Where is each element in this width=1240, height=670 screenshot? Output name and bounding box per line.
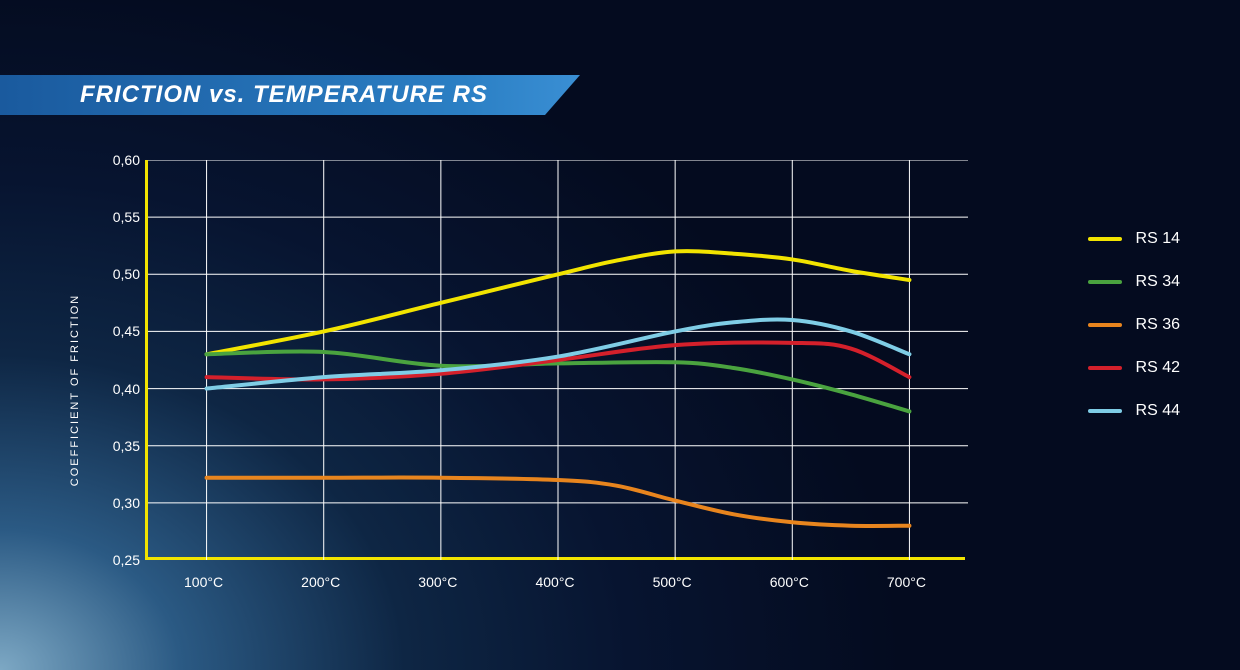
y-tick-label: 0,45 bbox=[100, 323, 140, 339]
plot-area bbox=[145, 160, 965, 560]
chart-title: FRICTION vs. TEMPERATURE RS bbox=[0, 81, 488, 109]
x-tick-label: 600°C bbox=[770, 574, 809, 660]
y-tick-label: 0,40 bbox=[100, 381, 140, 397]
legend-swatch bbox=[1088, 323, 1122, 327]
x-tick-label: 200°C bbox=[301, 574, 340, 660]
friction-chart: COEFFICIENT OF FRICTION 0,250,300,350,40… bbox=[80, 150, 1180, 630]
title-bar: FRICTION vs. TEMPERATURE RS bbox=[0, 75, 488, 115]
legend-label: RS 44 bbox=[1136, 402, 1180, 420]
x-tick-label: 700°C bbox=[887, 574, 926, 660]
x-tick-label: 400°C bbox=[535, 574, 574, 660]
y-tick-label: 0,35 bbox=[100, 438, 140, 454]
y-tick-label: 0,25 bbox=[100, 552, 140, 568]
x-tick-label: 100°C bbox=[184, 574, 223, 660]
y-tick-label: 0,55 bbox=[100, 209, 140, 225]
legend-item-rs-34: RS 34 bbox=[1088, 273, 1180, 291]
y-tick-label: 0,30 bbox=[100, 495, 140, 511]
legend-item-rs-14: RS 14 bbox=[1088, 230, 1180, 248]
legend-swatch bbox=[1088, 366, 1122, 370]
legend-swatch bbox=[1088, 237, 1122, 241]
legend-item-rs-44: RS 44 bbox=[1088, 402, 1180, 420]
y-axis-label: COEFFICIENT OF FRICTION bbox=[69, 294, 81, 486]
legend-swatch bbox=[1088, 409, 1122, 413]
y-tick-label: 0,60 bbox=[100, 152, 140, 168]
legend: RS 14 RS 34 RS 36 RS 42 RS 44 bbox=[1088, 230, 1180, 420]
legend-item-rs-42: RS 42 bbox=[1088, 359, 1180, 377]
legend-label: RS 14 bbox=[1136, 230, 1180, 248]
legend-label: RS 34 bbox=[1136, 273, 1180, 291]
legend-label: RS 36 bbox=[1136, 316, 1180, 334]
legend-label: RS 42 bbox=[1136, 359, 1180, 377]
y-tick-label: 0,50 bbox=[100, 266, 140, 282]
plot-svg bbox=[148, 160, 968, 560]
legend-swatch bbox=[1088, 280, 1122, 284]
x-tick-label: 300°C bbox=[418, 574, 457, 660]
legend-item-rs-36: RS 36 bbox=[1088, 316, 1180, 334]
x-tick-label: 500°C bbox=[653, 574, 692, 660]
